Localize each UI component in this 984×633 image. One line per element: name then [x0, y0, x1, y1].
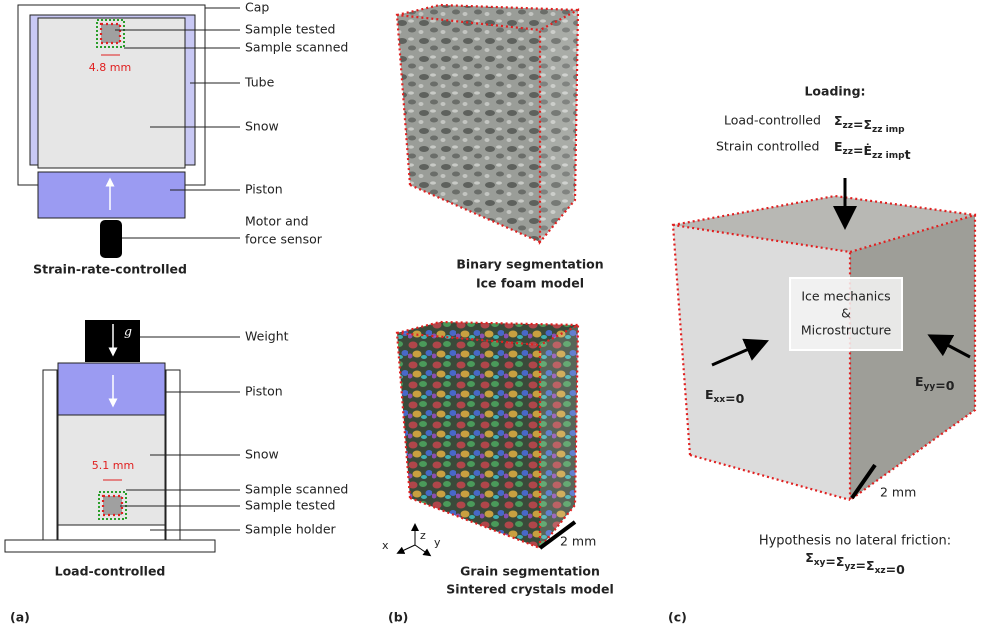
- subscript: zz imp: [872, 125, 905, 135]
- panel-label: (b): [388, 610, 408, 625]
- subscript: zz: [843, 147, 853, 157]
- test-box: [99, 22, 122, 45]
- formula-part: Σ: [805, 550, 814, 565]
- subscript: zz: [843, 121, 853, 131]
- formula-part: =Σ: [853, 117, 872, 132]
- piston: [37, 171, 186, 219]
- label: Load-controlled: [724, 113, 821, 128]
- caption: Sintered crystals model: [446, 582, 614, 597]
- heading: Loading:: [804, 84, 865, 99]
- label: Cap: [245, 0, 269, 15]
- label: Sample tested: [245, 22, 335, 37]
- grain-cube: [395, 320, 580, 552]
- formula: Ezz=Ėzz impt: [834, 139, 911, 162]
- load-setup: g 5.1 mm Weight Piston Snow Sample scann…: [4, 320, 348, 625]
- label: Sample tested: [245, 498, 335, 513]
- label: Snow: [245, 119, 279, 134]
- formula-part: =Σ: [856, 558, 875, 573]
- label: force sensor: [245, 232, 323, 247]
- subscript: xz: [875, 566, 886, 576]
- label: Motor and: [245, 214, 309, 229]
- subscript: zz imp: [872, 151, 905, 161]
- caption: Load-controlled: [55, 564, 166, 579]
- binary-cube: [395, 3, 580, 246]
- formula-part: =Ė: [853, 143, 872, 158]
- sample: [103, 496, 122, 515]
- formula-part: Σ: [834, 113, 843, 128]
- label: Weight: [245, 329, 289, 344]
- subscript: xx: [714, 395, 726, 405]
- formula-part: E: [834, 139, 843, 154]
- panel-label: (c): [668, 610, 687, 625]
- formula-part: E: [705, 387, 714, 402]
- label: Snow: [245, 447, 279, 462]
- post: [42, 369, 58, 541]
- base: [4, 539, 216, 553]
- cube: [671, 178, 977, 503]
- scale: 2 mm: [560, 534, 596, 549]
- gravity: g: [124, 324, 132, 339]
- subscript: yy: [924, 382, 936, 392]
- caption: Binary segmentation: [456, 257, 603, 272]
- caption: Grain segmentation: [460, 564, 600, 579]
- label: Tube: [244, 75, 275, 90]
- label: Sample scanned: [245, 482, 348, 497]
- formula-part: =0: [725, 391, 744, 406]
- piston: [57, 362, 166, 416]
- caption: Strain-rate-controlled: [33, 262, 187, 277]
- formula-part: =0: [935, 378, 954, 393]
- axis-label: x: [382, 539, 389, 552]
- axes: [396, 523, 432, 557]
- label: Sample scanned: [245, 40, 348, 55]
- box-text: Microstructure: [801, 323, 892, 338]
- dimension: 5.1 mm: [92, 459, 134, 472]
- formula: Eyy=0: [915, 374, 955, 393]
- axis-label: y: [434, 536, 441, 549]
- formula-part: E: [915, 374, 924, 389]
- label: Sample holder: [245, 522, 337, 537]
- dimension: 4.8 mm: [89, 61, 131, 74]
- formula-part: =0: [886, 562, 905, 577]
- scan-box: [96, 19, 125, 48]
- label: Strain controlled: [716, 139, 819, 154]
- formula: Exx=0: [705, 387, 745, 406]
- strain-rate-setup: 4.8 mm Cap Sample tested Sample scanned …: [17, 0, 348, 277]
- sample: [101, 24, 120, 43]
- box-text: &: [841, 306, 851, 321]
- formula-part: =Σ: [825, 554, 844, 569]
- hypothesis: Hypothesis no lateral friction:: [759, 534, 951, 549]
- subscript: yz: [844, 562, 855, 572]
- label: Piston: [245, 384, 283, 399]
- holder: [57, 524, 166, 541]
- motor: [100, 220, 122, 258]
- axis-label: z: [420, 529, 426, 542]
- formula: Σzz=Σzz imp: [834, 113, 905, 135]
- caption: Ice foam model: [476, 276, 584, 291]
- subscript: xy: [814, 558, 826, 568]
- formula: Σxy=Σyz=Σxz=0: [805, 550, 905, 577]
- scale: 2 mm: [880, 485, 916, 500]
- label: Piston: [245, 182, 283, 197]
- formula-part: t: [905, 147, 911, 162]
- box-text: Ice mechanics: [801, 289, 890, 304]
- panel-label: (a): [10, 610, 30, 625]
